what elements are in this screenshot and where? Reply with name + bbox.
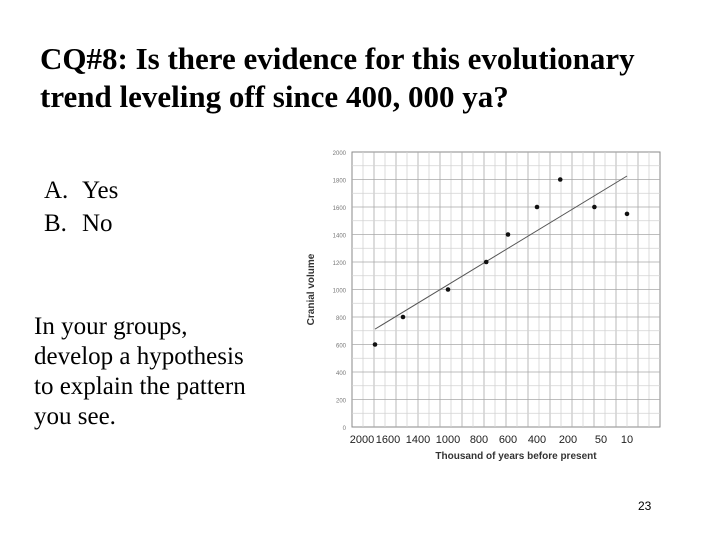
trend-line [374, 175, 628, 330]
prompt-line-1: In your groups, [34, 313, 188, 340]
y-tick-label: 800 [336, 316, 347, 322]
x-tick-label: 1000 [436, 434, 460, 446]
x-tick-label: 1600 [376, 434, 400, 446]
x-tick-label: 50 [595, 434, 607, 446]
y-tick-label: 200 [336, 399, 347, 405]
data-point [624, 211, 630, 217]
data-point [557, 177, 563, 182]
data-point [445, 287, 451, 292]
x-tick-label: 800 [470, 434, 488, 446]
data-point [505, 232, 511, 237]
prompt-line-2: develop a hypothesis [34, 343, 244, 370]
y-tick-label: 600 [336, 344, 347, 350]
x-axis-label: Thousand of years before present [435, 451, 597, 462]
y-tick-label: 2000 [333, 151, 347, 157]
prompt-line-4: you see. [34, 403, 116, 430]
group-prompt: In your groups, develop a hypothesis to … [34, 312, 284, 432]
y-axis-label: Cranial volume [306, 253, 317, 325]
y-tick-label: 1000 [333, 289, 347, 295]
data-point [400, 314, 406, 320]
x-tick-label: 600 [499, 434, 517, 446]
title-line-1: CQ#8: Is there evidence for this evoluti… [40, 41, 635, 76]
x-tick-label: 2000 [350, 434, 374, 446]
option-b-text: No [82, 210, 113, 237]
slide-number: 23 [638, 499, 652, 513]
data-point [592, 204, 597, 210]
title-line-2: trend leveling off since 400, 000 ya? [40, 79, 509, 114]
y-tick-label: 0 [343, 426, 347, 432]
option-b-letter: B. [44, 210, 67, 237]
prompt-line-3: to explain the pattern [34, 373, 246, 400]
option-a-text: Yes [82, 177, 119, 204]
data-point [372, 342, 378, 347]
y-tick-label: 1400 [333, 234, 347, 240]
y-tick-label: 400 [336, 371, 347, 377]
slide-title: CQ#8: Is there evidence for this evoluti… [40, 40, 700, 116]
y-tick-label: 1600 [333, 206, 347, 212]
option-b[interactable]: B. No [44, 207, 118, 240]
data-point [534, 204, 540, 210]
y-tick-label: 1800 [333, 179, 347, 185]
option-a[interactable]: A. Yes [44, 174, 118, 207]
x-tick-label: 400 [528, 434, 546, 446]
y-tick-label: 1200 [333, 261, 347, 267]
answer-options: A. Yes B. No [44, 174, 118, 240]
data-point [483, 259, 489, 265]
cranial-volume-chart: 0 200 400 600 800 1000 1200 1400 1600 1800 2000 200… [306, 151, 661, 462]
option-a-letter: A. [44, 177, 69, 204]
x-tick-label: 1400 [406, 434, 430, 446]
x-tick-label: 10 [621, 434, 633, 446]
x-tick-label: 200 [559, 434, 577, 446]
